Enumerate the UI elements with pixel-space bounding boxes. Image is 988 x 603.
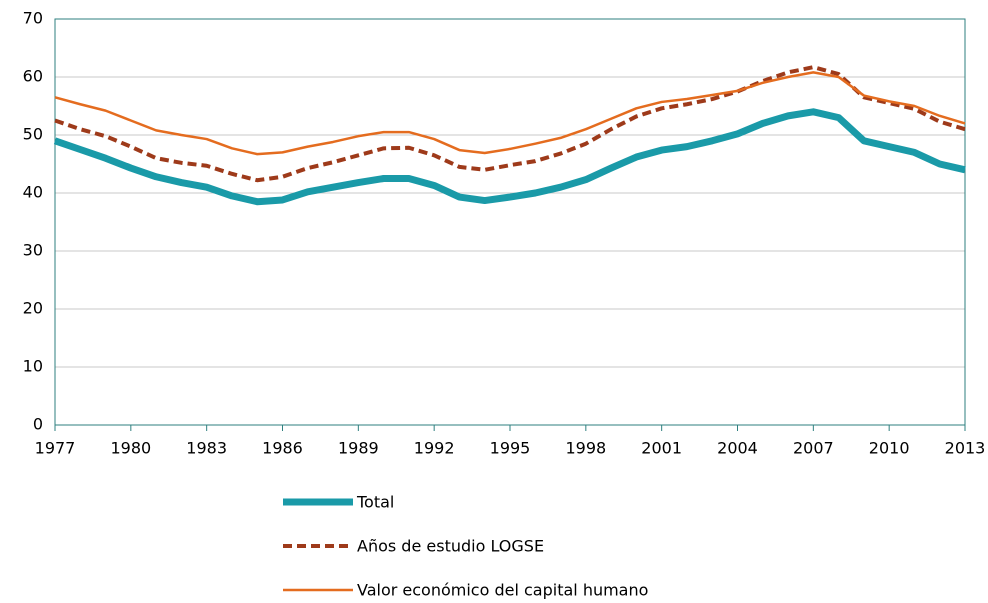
y-tick-label: 60	[23, 67, 43, 86]
x-tick-label: 2007	[793, 439, 834, 458]
plot-frame	[54, 18, 966, 426]
x-tick-label: 1980	[110, 439, 151, 458]
x-tick-label: 1977	[35, 439, 76, 458]
y-tick-label: 20	[23, 299, 43, 318]
x-tick-label: 1992	[414, 439, 455, 458]
y-tick-label: 10	[23, 357, 43, 376]
y-tick-label: 0	[33, 415, 43, 434]
x-tick-label: 2001	[641, 439, 682, 458]
x-tick-label: 1983	[186, 439, 227, 458]
y-tick-label: 30	[23, 241, 43, 260]
legend-label: Total	[356, 493, 394, 512]
series-line	[54, 71, 966, 156]
x-tick-label: 1995	[490, 439, 531, 458]
y-tick-label: 50	[23, 125, 43, 144]
x-tick-label: 1989	[338, 439, 379, 458]
series-line	[54, 65, 966, 183]
y-tick-label: 70	[23, 9, 43, 28]
x-tick-label: 1998	[565, 439, 606, 458]
legend-label: Años de estudio LOGSE	[357, 537, 544, 556]
x-tick-label: 2010	[869, 439, 910, 458]
x-tick-label: 2013	[945, 439, 986, 458]
x-tick-label: 1986	[262, 439, 303, 458]
legend-label: Valor económico del capital humano	[357, 581, 648, 600]
series-line	[53, 108, 966, 206]
y-tick-label: 40	[23, 183, 43, 202]
x-tick-label: 2004	[717, 439, 758, 458]
